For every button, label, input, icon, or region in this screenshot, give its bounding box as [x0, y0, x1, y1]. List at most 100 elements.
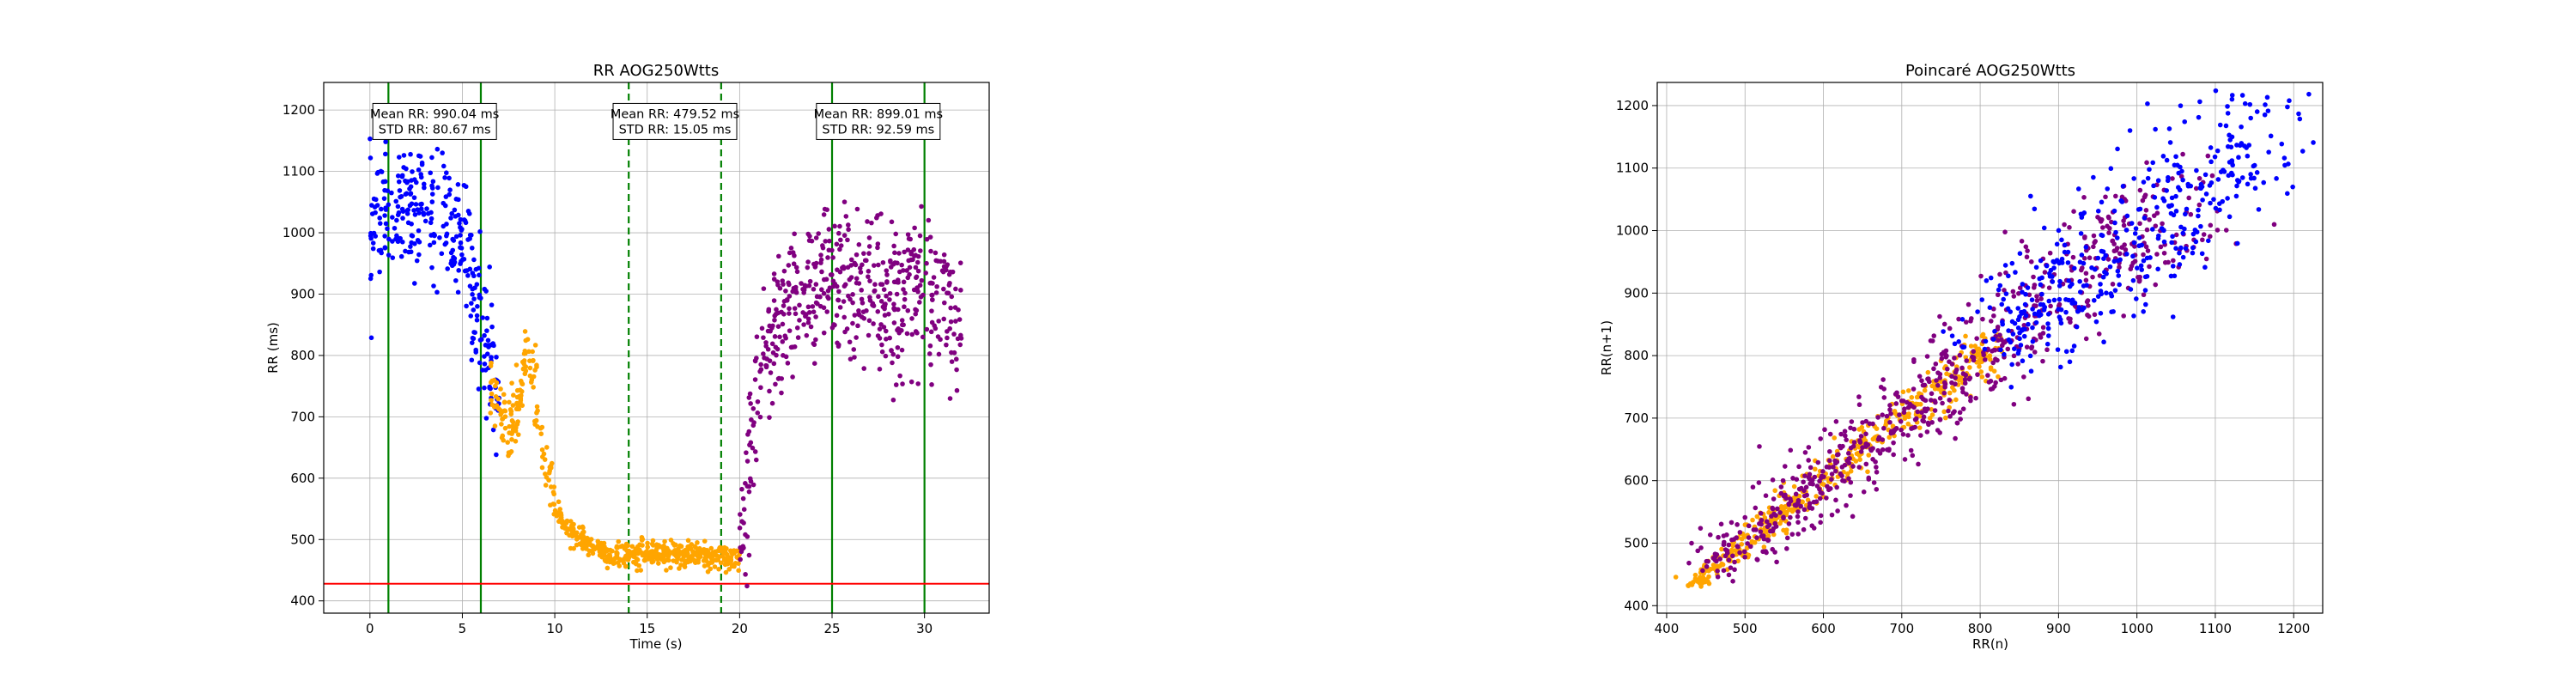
rr-data-point: [697, 554, 703, 560]
poincare-data-point: [2063, 349, 2069, 355]
rr-data-point: [671, 558, 677, 563]
rr-data-point: [878, 298, 884, 304]
poincare-data-point: [1976, 346, 1981, 352]
poincare-data-point: [2042, 304, 2048, 310]
poincare-data-point: [2032, 283, 2038, 288]
poincare-data-point: [1849, 419, 1855, 424]
rr-data-point: [416, 167, 422, 173]
poincare-data-point: [1886, 435, 1893, 441]
poincare-data-point: [2137, 206, 2143, 212]
rr-data-point: [836, 342, 841, 348]
poincare-data-point: [2113, 193, 2118, 199]
rr-data-point: [886, 311, 891, 317]
poincare-data-point: [2200, 237, 2205, 243]
rr-data-point: [425, 210, 431, 216]
rr-data-point: [739, 486, 744, 492]
poincare-data-point: [1981, 352, 1987, 358]
poincare-data-point: [1796, 464, 1801, 470]
poincare-data-point: [2208, 179, 2215, 185]
poincare-data-point: [2099, 233, 2105, 239]
poincare-data-point: [1820, 469, 1826, 474]
rr-data-point: [458, 216, 464, 222]
rr-data-point: [846, 227, 851, 233]
rr-data-point: [749, 416, 754, 423]
poincare-data-point: [2141, 292, 2147, 298]
poincare-data-point: [2025, 285, 2031, 290]
rr-data-point: [901, 268, 906, 273]
rr-data-point: [847, 339, 853, 345]
rr-data-point: [895, 260, 900, 266]
rr-data-point: [797, 318, 802, 323]
poincare-data-point: [1974, 336, 1979, 341]
rr-data-point: [926, 217, 932, 223]
rr-data-point: [538, 431, 544, 436]
rr-data-point: [821, 305, 827, 311]
poincare-data-point: [1806, 458, 1811, 463]
rr-data-point: [434, 146, 440, 152]
rr-data-point: [740, 495, 746, 502]
poincare-data-point: [1737, 530, 1743, 535]
rr-data-point: [459, 246, 465, 251]
rr-data-point: [468, 313, 474, 319]
rr-data-point: [650, 549, 656, 554]
rr-data-point: [769, 400, 775, 406]
poincare-data-point: [1735, 544, 1741, 550]
rr-data-point: [747, 391, 753, 397]
rr-data-point: [369, 211, 375, 216]
rr-data-point: [383, 207, 389, 212]
rr-data-point: [458, 240, 464, 246]
rr-data-point: [754, 334, 760, 339]
rr-data-point: [867, 278, 872, 283]
poincare-data-point: [1925, 376, 1930, 382]
rr-data-point: [811, 286, 817, 292]
poincare-data-point: [2263, 102, 2268, 107]
rr-data-point: [891, 279, 897, 285]
poincare-data-point: [1956, 339, 1961, 344]
rr-data-point: [866, 332, 872, 338]
poincare-data-point: [1844, 437, 1849, 442]
rr-data-point: [370, 240, 376, 246]
rr-data-point: [424, 206, 429, 211]
rr-data-point: [469, 340, 475, 345]
poincare-data-point: [1937, 396, 1943, 401]
rr-data-point: [878, 282, 884, 287]
rr-data-point: [907, 264, 913, 271]
rr-data-point: [797, 302, 802, 308]
poincare-data-point: [1850, 514, 1856, 520]
rr-data-point: [444, 170, 449, 176]
poincare-data-point: [1728, 520, 1735, 526]
poincare-data-point: [1801, 507, 1807, 513]
poincare-data-point: [2020, 282, 2026, 287]
rr-data-point: [905, 275, 911, 281]
poincare-data-point: [1749, 538, 1755, 544]
rr-data-point: [823, 239, 829, 244]
poincare-data-point: [1913, 416, 1919, 422]
rr-data-point: [518, 398, 524, 403]
poincare-data-point: [2098, 289, 2104, 294]
poincare-data-point: [1832, 468, 1838, 474]
poincare-data-point: [2028, 368, 2034, 374]
poincare-data-point: [2006, 328, 2011, 333]
poincare-data-point: [2085, 298, 2091, 303]
poincare-data-point: [2177, 250, 2182, 256]
rr-data-point: [498, 386, 503, 392]
poincare-data-point: [1860, 445, 1865, 450]
poincare-x-tick-label: 800: [1968, 621, 1993, 636]
poincare-data-point: [2029, 297, 2035, 302]
poincare-data-point: [2208, 222, 2214, 228]
rr-data-point: [422, 218, 428, 224]
poincare-data-point: [2101, 256, 2106, 262]
poincare-data-point: [1758, 529, 1764, 534]
rr-data-point: [785, 361, 791, 366]
poincare-data-point: [1765, 538, 1771, 543]
poincare-data-point: [2198, 185, 2203, 192]
rr-x-ticks: 0 5 10 15 20 25 30: [366, 613, 933, 636]
poincare-data-point: [1698, 545, 1704, 550]
poincare-data-point: [2057, 296, 2063, 302]
poincare-data-point: [1928, 338, 1934, 344]
rr-data-point: [750, 423, 756, 429]
rr-data-point: [418, 202, 423, 207]
poincare-data-point: [1956, 377, 1962, 383]
rr-data-point: [706, 550, 712, 556]
